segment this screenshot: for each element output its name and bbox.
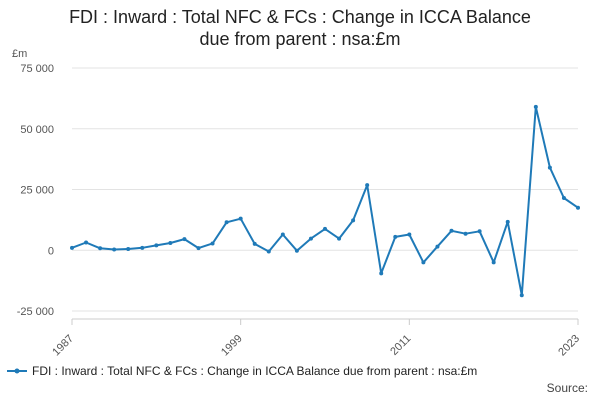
y-axis-label: £m	[12, 48, 27, 60]
y-tick-label: 25 000	[20, 185, 54, 197]
data-point[interactable]	[294, 248, 299, 253]
data-point[interactable]	[126, 247, 131, 252]
data-point[interactable]	[140, 245, 145, 250]
x-tick-label: 1987	[50, 333, 76, 359]
y-axis-ticks: 75 000 50 000 25 000 0 -25 000	[17, 63, 54, 318]
chart-title-line-1: FDI : Inward : Total NFC & FCs : Change …	[69, 7, 531, 27]
y-tick-label: 0	[48, 245, 54, 257]
data-point[interactable]	[323, 226, 327, 231]
data-point[interactable]	[196, 246, 201, 251]
data-point[interactable]	[98, 246, 103, 251]
data-point[interactable]	[182, 237, 187, 242]
data-point[interactable]	[280, 232, 285, 237]
data-point[interactable]	[463, 231, 468, 236]
source-label: Source:	[546, 381, 588, 395]
data-point[interactable]	[365, 183, 370, 188]
y-tick-label: 75 000	[20, 63, 54, 75]
chart-title-line-2: due from parent : nsa:£m	[199, 29, 401, 49]
data-point[interactable]	[505, 219, 510, 224]
data-point[interactable]	[533, 104, 538, 109]
x-tick-label: 1999	[219, 333, 245, 359]
data-point[interactable]	[519, 293, 524, 298]
x-tick-label: 2023	[556, 333, 582, 359]
x-tick-label: 2011	[388, 333, 413, 358]
legend-label: FDI : Inward : Total NFC & FCs : Change …	[32, 364, 478, 378]
data-point[interactable]	[252, 241, 257, 246]
data-point[interactable]	[308, 236, 313, 241]
data-point[interactable]	[561, 196, 566, 201]
data-point[interactable]	[112, 247, 117, 252]
data-point[interactable]	[266, 249, 271, 254]
data-point[interactable]	[393, 234, 398, 239]
data-point[interactable]	[435, 244, 440, 249]
data-point[interactable]	[70, 245, 74, 250]
data-point[interactable]	[477, 229, 482, 234]
chart-title: FDI : Inward : Total NFC & FCs : Change …	[0, 6, 600, 50]
series-path	[71, 105, 579, 297]
data-point[interactable]	[421, 260, 426, 265]
data-point[interactable]	[351, 218, 356, 223]
data-point[interactable]	[547, 165, 552, 170]
data-point[interactable]	[168, 240, 173, 245]
data-point[interactable]	[210, 241, 215, 246]
data-point[interactable]	[154, 243, 159, 248]
data-point[interactable]	[407, 232, 412, 237]
data-point[interactable]	[224, 220, 229, 225]
data-point[interactable]	[449, 228, 454, 233]
legend[interactable]: FDI : Inward : Total NFC & FCs : Change …	[6, 364, 596, 378]
data-point[interactable]	[84, 240, 89, 245]
data-point[interactable]	[576, 205, 580, 210]
data-point[interactable]	[337, 236, 342, 241]
y-tick-label: -25 000	[17, 306, 54, 318]
gridlines	[72, 67, 578, 312]
x-axis: 1987 1999 2011 2023	[50, 318, 582, 359]
line-chart: £m 75 000 50 000 25 000 0 -25 000 1987 1999 20…	[12, 48, 582, 359]
data-point[interactable]	[491, 260, 496, 265]
y-tick-label: 50 000	[20, 124, 54, 136]
data-point[interactable]	[238, 216, 243, 221]
data-point[interactable]	[379, 271, 384, 276]
series-line	[70, 104, 580, 298]
legend-swatch-icon	[6, 365, 28, 377]
